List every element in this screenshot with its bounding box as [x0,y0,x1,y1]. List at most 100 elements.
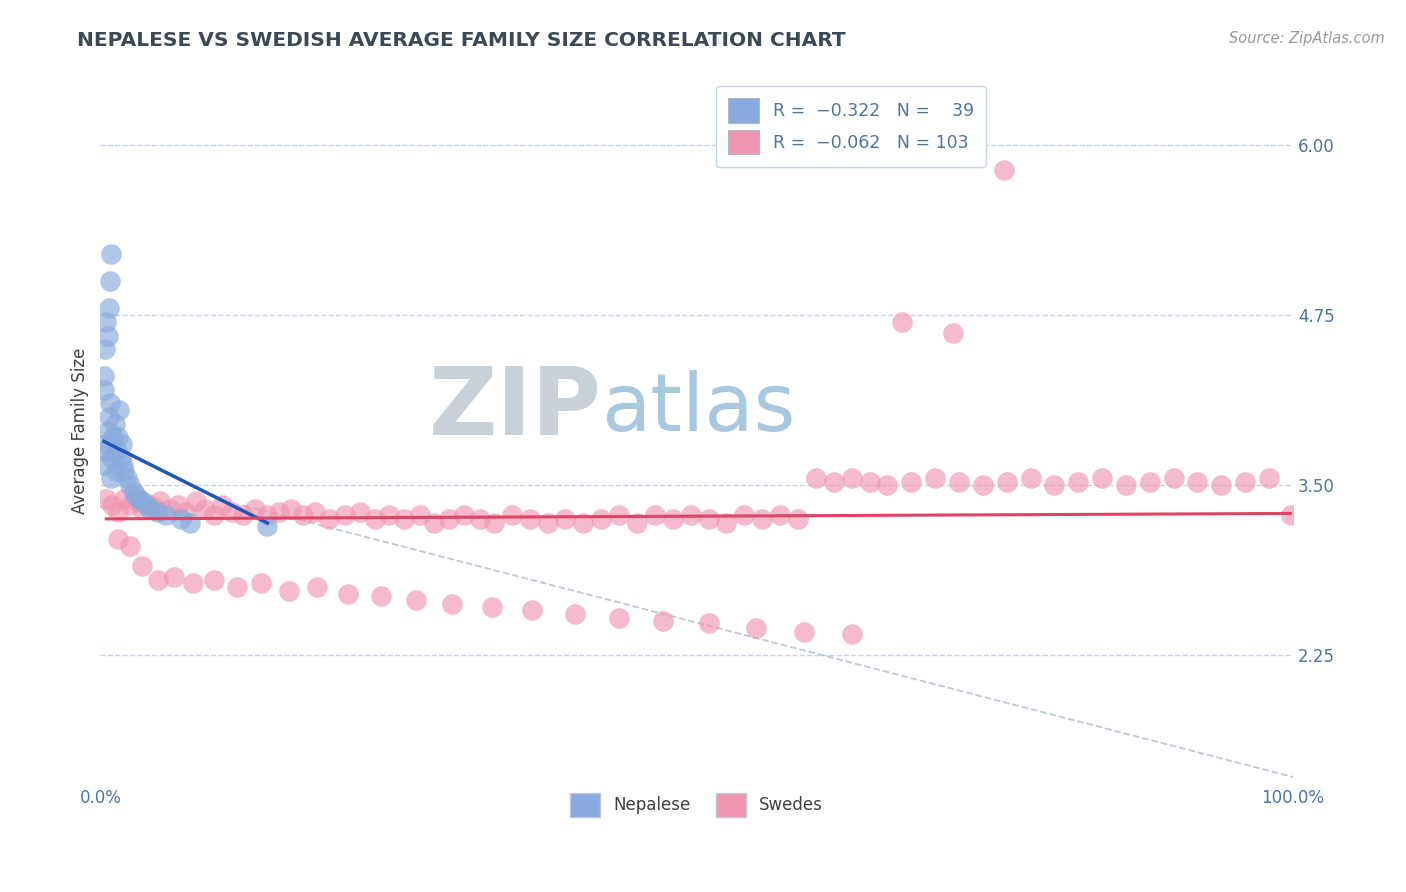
Point [149,494,172,508]
Point [136,497,159,511]
Point [520,603,543,617]
Point [125,494,148,508]
Point [679,508,702,522]
Point [146,573,169,587]
Point [1019,471,1042,485]
Point [787,512,810,526]
Point [107,533,129,547]
Point [405,593,427,607]
Point [793,624,815,639]
Point [745,621,768,635]
Point [269,505,291,519]
Point [93,383,115,397]
Point [146,505,169,519]
Point [1115,478,1137,492]
Point [626,516,648,530]
Point [652,614,675,628]
Point [98,396,121,410]
Point [662,512,685,526]
Point [256,508,278,522]
Point [202,508,225,522]
Point [370,589,392,603]
Point [112,491,135,506]
Point [131,559,153,574]
Point [143,500,166,514]
Point [1139,475,1161,490]
Point [900,475,922,490]
Point [441,598,464,612]
Point [733,508,755,522]
Point [107,505,129,519]
Text: atlas: atlas [602,370,796,449]
Point [96,315,118,329]
Point [96,328,118,343]
Point [93,369,115,384]
Point [716,516,738,530]
Point [349,505,371,519]
Point [159,502,181,516]
Point [572,516,595,530]
Point [942,326,965,340]
Point [1211,478,1233,492]
Point [221,505,243,519]
Point [519,512,541,526]
Point [108,403,131,417]
Point [1091,471,1114,485]
Point [97,409,120,424]
Legend: Nepalese, Swedes: Nepalese, Swedes [562,785,831,825]
Point [256,518,278,533]
Point [94,342,117,356]
Point [128,491,150,506]
Point [104,417,127,431]
Point [993,162,1015,177]
Point [211,498,233,512]
Point [107,430,129,444]
Point [769,508,792,522]
Point [482,516,505,530]
Point [174,505,197,519]
Point [554,512,576,526]
Text: ZIP: ZIP [429,363,602,456]
Point [394,512,416,526]
Point [131,494,153,508]
Point [890,315,912,329]
Point [98,274,121,288]
Point [1279,508,1302,522]
Point [697,512,720,526]
Point [202,573,225,587]
Point [104,464,127,478]
Point [1043,478,1066,492]
Point [184,494,207,508]
Point [858,475,880,490]
Point [1234,475,1257,490]
Point [363,512,385,526]
Point [97,301,120,316]
Point [318,512,340,526]
Point [280,502,302,516]
Point [100,471,122,485]
Point [591,512,613,526]
Point [972,478,994,492]
Point [644,508,666,522]
Point [125,489,148,503]
Y-axis label: Average Family Size: Average Family Size [72,347,89,514]
Point [1258,471,1281,485]
Point [948,475,970,490]
Point [101,498,124,512]
Point [823,475,845,490]
Point [232,508,254,522]
Point [96,437,118,451]
Point [111,458,134,472]
Point [112,464,135,478]
Point [468,512,491,526]
Point [155,508,177,522]
Point [111,437,134,451]
Text: Source: ZipAtlas.com: Source: ZipAtlas.com [1229,31,1385,46]
Point [337,586,360,600]
Point [135,498,157,512]
Point [96,424,118,438]
Point [304,505,326,519]
Point [378,508,401,522]
Point [163,570,186,584]
Point [115,471,138,485]
